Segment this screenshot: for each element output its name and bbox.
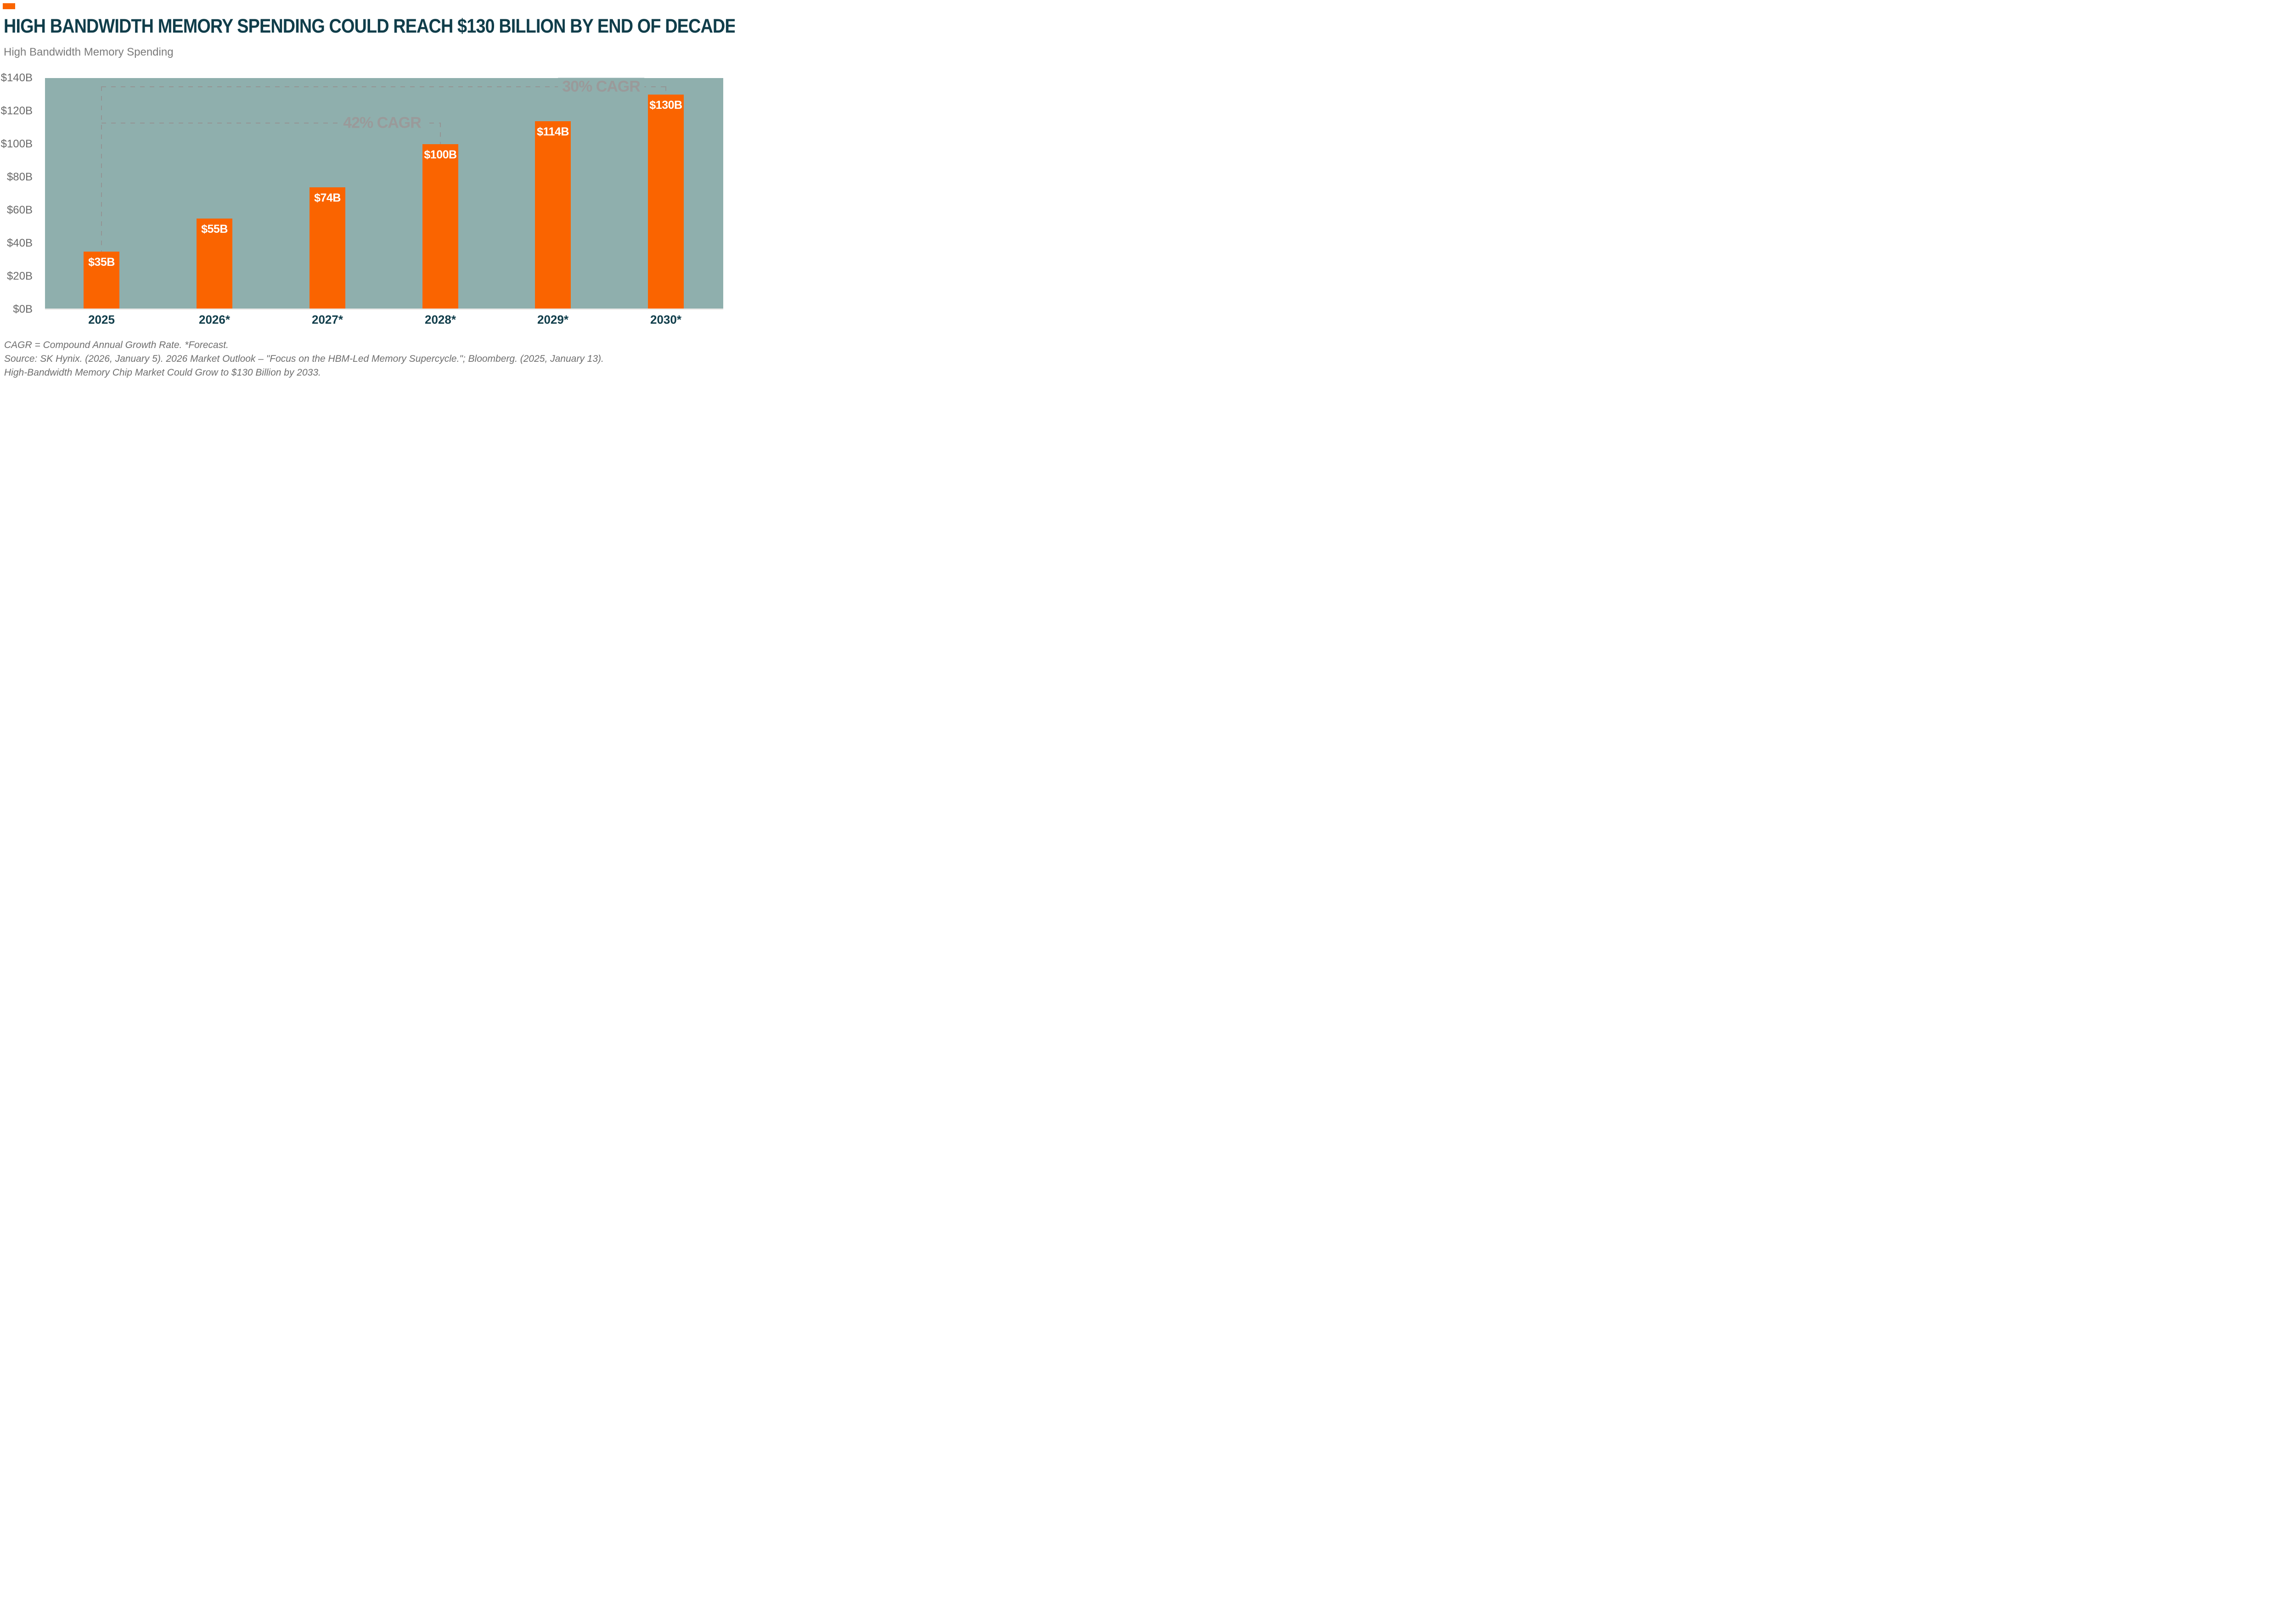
page-title: HIGH BANDWIDTH MEMORY SPENDING COULD REA…	[4, 15, 735, 37]
y-tick-60b: $60B	[6, 204, 33, 216]
bar-value-label: $130B	[649, 99, 682, 112]
footnote-source-title: High-Bandwidth Memory Chip Market Could …	[4, 367, 321, 378]
bar-2027: $74B	[310, 187, 345, 309]
y-tick-20b: $20B	[6, 270, 33, 282]
x-axis-line	[45, 309, 723, 310]
bar-value-label: $100B	[424, 148, 457, 161]
x-tick-2026: 2026*	[199, 313, 230, 326]
x-tick-2030: 2030*	[650, 313, 681, 326]
bar-value-label: $35B	[88, 256, 115, 269]
footnote-source: Source: SK Hynix. (2026, January 5). 202…	[4, 354, 604, 364]
bar-2029: $114B	[535, 121, 571, 309]
footnote-definition: CAGR = Compound Annual Growth Rate. *For…	[4, 340, 229, 350]
bar-value-label: $114B	[537, 125, 569, 138]
bar-2028: $100B	[422, 144, 458, 309]
y-tick-100b: $100B	[0, 138, 33, 150]
y-tick-40b: $40B	[6, 237, 33, 249]
y-tick-140b: $140B	[0, 72, 33, 84]
bar-value-label: $74B	[314, 191, 341, 204]
bar-2026: $55B	[197, 219, 232, 309]
infographic-canvas: HIGH BANDWIDTH MEMORY SPENDING COULD REA…	[0, 0, 735, 384]
chart-subtitle: High Bandwidth Memory Spending	[4, 46, 174, 58]
plot-area	[45, 78, 723, 309]
annotation-guide-2025-vertical	[101, 86, 102, 252]
annotation-line-30-cagr	[101, 86, 666, 87]
bar-value-label: $55B	[201, 223, 228, 236]
x-tick-2029: 2029*	[537, 313, 568, 326]
annotation-label-30-cagr: 30% CAGR	[558, 78, 644, 96]
bar-2030: $130B	[648, 95, 684, 309]
annotation-drop-2030	[665, 86, 666, 95]
x-tick-2028: 2028*	[425, 313, 456, 326]
x-tick-2027: 2027*	[312, 313, 343, 326]
y-tick-0b: $0B	[13, 303, 33, 315]
x-tick-2025: 2025	[88, 313, 115, 326]
annotation-line-42-cagr	[101, 123, 440, 124]
y-tick-80b: $80B	[6, 171, 33, 183]
annotation-drop-2028	[440, 123, 441, 144]
annotation-label-42-cagr: 42% CAGR	[339, 114, 425, 132]
bar-2025: $35B	[84, 252, 119, 309]
footnote-block: CAGR = Compound Annual Growth Rate. *For…	[4, 338, 604, 380]
brand-accent-badge	[3, 3, 15, 9]
y-tick-120b: $120B	[0, 105, 33, 117]
